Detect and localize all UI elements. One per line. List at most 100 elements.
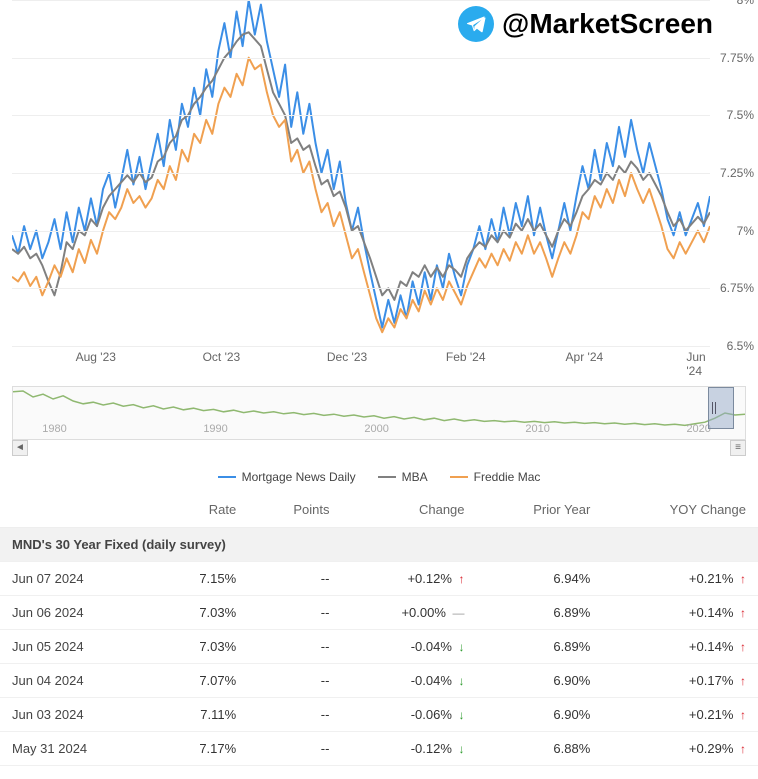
col-prior: Prior Year [477,492,603,528]
rates-table: Rate Points Change Prior Year YOY Change… [0,492,758,766]
arrow-up-icon: ↑ [740,742,746,756]
arrow-down-icon: ↓ [459,708,465,722]
chart-plot [12,0,710,346]
x-tick-label: Oct '23 [203,350,241,364]
cell-prior: 6.89% [477,630,603,664]
cell-prior: 6.94% [477,562,603,596]
cell-date: May 31 2024 [0,732,154,766]
cell-change: -0.06% ↓ [341,698,476,732]
col-yoy: YOY Change [602,492,758,528]
col-rate: Rate [154,492,248,528]
nav-year-label: 2000 [364,423,388,435]
col-points: Points [248,492,341,528]
arrow-down-icon: ↓ [459,674,465,688]
table-row[interactable]: Jun 05 20247.03%---0.04% ↓6.89%+0.14% ↑ [0,630,758,664]
y-tick-label: 6.5% [727,339,754,353]
table-row[interactable]: Jun 07 20247.15%--+0.12% ↑6.94%+0.21% ↑ [0,562,758,596]
col-change: Change [341,492,476,528]
x-tick-label: Dec '23 [327,350,367,364]
navigator-handle[interactable] [708,387,734,429]
table-header-row: Rate Points Change Prior Year YOY Change [0,492,758,528]
cell-prior: 6.90% [477,698,603,732]
series-line [12,0,710,328]
cell-rate: 7.03% [154,630,248,664]
cell-points: -- [248,732,341,766]
cell-change: +0.12% ↑ [341,562,476,596]
cell-rate: 7.07% [154,664,248,698]
nav-year-label: 1990 [203,423,227,435]
cell-prior: 6.88% [477,732,603,766]
cell-yoy: +0.29% ↑ [602,732,758,766]
table-section-header: MND's 30 Year Fixed (daily survey) [0,528,758,562]
x-tick-label: Aug '23 [76,350,116,364]
chart-legend: Mortgage News Daily MBA Freddie Mac [0,470,758,484]
legend-item[interactable]: Freddie Mac [450,470,541,484]
cell-yoy: +0.14% ↑ [602,630,758,664]
telegram-icon [458,6,494,42]
arrow-flat-icon: — [453,606,465,620]
series-line [12,58,710,333]
x-tick-label: Apr '24 [566,350,604,364]
navigator-scroll: ◄ ≡ [12,440,746,456]
cell-rate: 7.03% [154,596,248,630]
cell-change: +0.00% — [341,596,476,630]
arrow-up-icon: ↑ [459,572,465,586]
legend-label: Freddie Mac [474,470,541,484]
cell-change: -0.12% ↓ [341,732,476,766]
arrow-down-icon: ↓ [459,640,465,654]
cell-yoy: +0.21% ↑ [602,562,758,596]
arrow-up-icon: ↑ [740,708,746,722]
arrow-up-icon: ↑ [740,674,746,688]
x-tick-label: Feb '24 [446,350,486,364]
col-blank [0,492,154,528]
y-tick-label: 7% [737,224,754,238]
cell-date: Jun 07 2024 [0,562,154,596]
cell-points: -- [248,596,341,630]
table-row[interactable]: Jun 04 20247.07%---0.04% ↓6.90%+0.17% ↑ [0,664,758,698]
cell-points: -- [248,698,341,732]
cell-date: Jun 03 2024 [0,698,154,732]
cell-date: Jun 06 2024 [0,596,154,630]
nav-year-label: 2010 [525,423,549,435]
cell-rate: 7.11% [154,698,248,732]
scroll-left-button[interactable]: ◄ [12,440,28,456]
cell-points: -- [248,630,341,664]
nav-year-label: 2020 [686,423,710,435]
cell-points: -- [248,562,341,596]
y-tick-label: 7.75% [720,51,754,65]
cell-rate: 7.15% [154,562,248,596]
legend-swatch [450,476,468,479]
scroll-right-button[interactable]: ≡ [730,440,746,456]
legend-swatch [378,476,396,479]
section-title: MND's 30 Year Fixed (daily survey) [0,528,758,562]
table-row[interactable]: Jun 03 20247.11%---0.06% ↓6.90%+0.21% ↑ [0,698,758,732]
navigator-svg [13,387,745,427]
y-axis: 6.5%6.75%7%7.25%7.5%7.75%8% [710,0,754,346]
table-row[interactable]: May 31 20247.17%---0.12% ↓6.88%+0.29% ↑ [0,732,758,766]
nav-year-label: 1980 [42,423,66,435]
legend-item[interactable]: Mortgage News Daily [218,470,356,484]
range-navigator[interactable]: 1980 1990 2000 2010 2020 [12,386,746,440]
arrow-down-icon: ↓ [459,742,465,756]
table-row[interactable]: Jun 06 20247.03%--+0.00% —6.89%+0.14% ↑ [0,596,758,630]
cell-change: -0.04% ↓ [341,630,476,664]
y-tick-label: 8% [737,0,754,7]
cell-change: -0.04% ↓ [341,664,476,698]
cell-prior: 6.89% [477,596,603,630]
arrow-up-icon: ↑ [740,606,746,620]
cell-points: -- [248,664,341,698]
legend-item[interactable]: MBA [378,470,428,484]
watermark: @MarketScreen [458,6,713,42]
legend-swatch [218,476,236,479]
x-axis: Aug '23Oct '23Dec '23Feb '24Apr '24Jun '… [12,350,710,370]
cell-yoy: +0.17% ↑ [602,664,758,698]
x-tick-label: Jun '24 [686,350,705,378]
cell-date: Jun 04 2024 [0,664,154,698]
cell-rate: 7.17% [154,732,248,766]
legend-label: MBA [402,470,428,484]
arrow-up-icon: ↑ [740,572,746,586]
legend-label: Mortgage News Daily [242,470,356,484]
arrow-up-icon: ↑ [740,640,746,654]
main-chart[interactable]: 6.5%6.75%7%7.25%7.5%7.75%8% Aug '23Oct '… [0,0,758,380]
y-tick-label: 7.5% [727,108,754,122]
